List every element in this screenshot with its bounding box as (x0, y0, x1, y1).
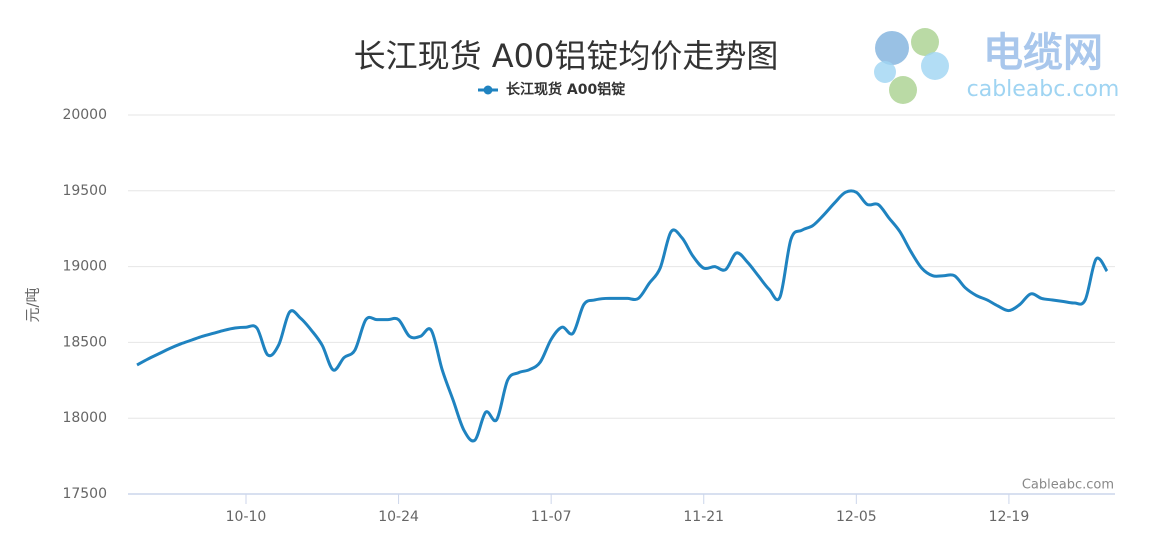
legend-marker (483, 85, 493, 95)
x-tick-label: 10-10 (226, 509, 267, 525)
y-tick-label: 20000 (62, 107, 107, 123)
x-tick-label: 11-07 (531, 509, 572, 525)
line-series (136, 189, 1109, 443)
y-tick-label: 17500 (62, 486, 107, 502)
y-tick-label: 18500 (62, 334, 107, 350)
legend: 长江现货 A00铝锭 (478, 81, 625, 98)
y-axis-title: 元/吨 (24, 287, 42, 322)
credit: Cableabc.com (1022, 478, 1114, 493)
plot: 17500 18000 18500 19000 19500 20000 10-10 10-24… (62, 107, 1115, 525)
x-tick-label: 10-24 (378, 509, 419, 525)
y-tick-label: 19500 (62, 183, 107, 199)
x-tick-label: 11-21 (683, 509, 724, 525)
y-tick-label: 19000 (62, 259, 107, 275)
legend-label: 长江现货 A00铝锭 (506, 81, 625, 98)
x-tick-label: 12-05 (836, 509, 877, 525)
y-tick-label: 18000 (62, 410, 107, 426)
x-tick-label: 12-19 (989, 509, 1030, 525)
logo-text: 电缆网 (983, 30, 1103, 76)
chart-title: 长江现货 A00铝锭均价走势图 (354, 37, 779, 75)
logo: 电缆网 cableabc.com (874, 28, 1119, 104)
logo-url: cableabc.com (967, 77, 1120, 102)
